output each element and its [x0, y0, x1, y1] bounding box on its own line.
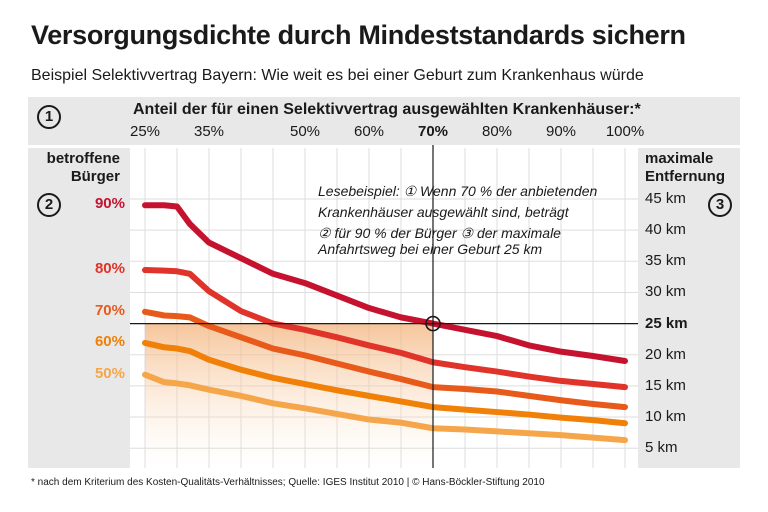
circled-number-three: 3: [708, 193, 732, 217]
reference-point-marker: [425, 315, 441, 332]
marker-three: 3: [708, 193, 732, 217]
x-tick-label: 35%: [193, 123, 225, 140]
y-tick-label: 35 km: [645, 252, 686, 270]
series-line-50pct: [142, 371, 628, 444]
header-band: [28, 97, 740, 145]
series-label: 80%: [94, 260, 125, 278]
page-title: Versorgungsdichte durch Mindeststandards…: [31, 20, 686, 50]
y-tick-label: 30 km: [645, 283, 686, 301]
circled-number-one: 1: [37, 105, 61, 129]
x-tick-label: 80%: [481, 123, 513, 140]
x-tick-label: 90%: [545, 123, 577, 140]
x-axis-title: Anteil der für einen Selektivvertrag aus…: [133, 101, 641, 118]
series-label: 90%: [94, 195, 125, 213]
annotation-line-4: Anfahrtsweg bei einer Geburt 25 km: [318, 241, 543, 257]
annotation-line-3: ② für 90 % der Bürger ③ der maximale: [318, 225, 561, 241]
series-label: 50%: [94, 364, 125, 382]
y-tick-label: 15 km: [645, 376, 686, 394]
highlight-area: [145, 323, 433, 468]
y-axis-title-right: maximale Entfernung: [645, 150, 725, 185]
x-tick-label: 100%: [605, 123, 645, 140]
x-tick-label: 70%: [417, 123, 449, 140]
annotation-line-2: Krankenhäuser ausgewählt sind, beträgt: [318, 204, 569, 220]
subtitle: Beispiel Selektivvertrag Bayern: Wie wei…: [31, 67, 644, 84]
series-label: 60%: [94, 332, 125, 350]
series-line-90pct: [142, 202, 628, 364]
y-tick-label: 5 km: [645, 439, 678, 457]
y-tick-label: 40 km: [645, 221, 686, 239]
marker-one: 1: [37, 105, 61, 129]
y-tick-label: 45 km: [645, 190, 686, 207]
circled-number-two: 2: [37, 193, 61, 217]
series-line-80pct: [142, 267, 628, 391]
marker-two: 2: [37, 193, 61, 217]
y-tick-label: 25 km: [645, 314, 688, 332]
series-label: 70%: [94, 301, 125, 319]
footer-source: * nach dem Kriterium des Kosten-Qualität…: [31, 477, 545, 488]
annotation-line-1: Lesebeispiel: ① Wenn 70 % der anbietende…: [318, 183, 598, 199]
y-axis-title-left: betroffene Bürger: [46, 150, 120, 185]
x-tick-label: 50%: [289, 123, 321, 140]
series-line-60pct: [142, 339, 628, 427]
x-tick-label: 60%: [353, 123, 385, 140]
series-line-70pct: [142, 308, 628, 411]
y-tick-label: 20 km: [645, 345, 686, 363]
y-tick-label: 10 km: [645, 408, 686, 426]
x-tick-label: 25%: [129, 123, 161, 140]
